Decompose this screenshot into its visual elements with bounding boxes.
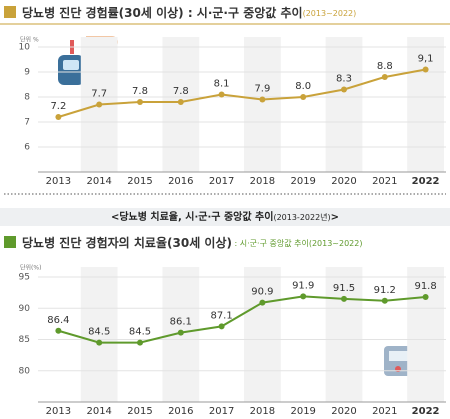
x-tick-label: 2018 <box>250 406 275 417</box>
value-label: 8.0 <box>295 81 311 92</box>
y-tick-label: 9 <box>24 68 30 78</box>
x-tick-label: 2020 <box>331 176 356 187</box>
value-label: 7.8 <box>173 86 189 97</box>
x-tick-label: 2022 <box>412 176 440 187</box>
value-label: 90.9 <box>251 287 273 298</box>
point <box>381 74 388 80</box>
point <box>300 293 307 300</box>
x-tick-label: 2013 <box>46 176 71 187</box>
value-label: 7.8 <box>132 86 148 97</box>
banner: <당뇨병 치료율, 시·군·구 중앙값 추이(2013-2022년)> <box>111 210 339 223</box>
title-marker <box>4 6 16 18</box>
point <box>341 86 347 93</box>
value-label: 86.1 <box>170 317 192 328</box>
point <box>381 297 388 304</box>
value-label: 7.9 <box>254 84 270 95</box>
banner-period: (2013-2022년) <box>273 212 330 222</box>
point <box>300 94 307 100</box>
value-label: 7.7 <box>91 89 107 100</box>
value-label: 91.2 <box>374 285 396 296</box>
point <box>137 99 143 105</box>
value-label: 8.1 <box>214 79 230 90</box>
value-label: 7.2 <box>50 101 66 112</box>
column-band <box>407 37 444 172</box>
column-band <box>407 267 444 402</box>
point <box>55 327 62 334</box>
value-label: 91.9 <box>292 280 314 291</box>
y-tick-label: 90 <box>19 304 31 314</box>
x-tick-label: 2015 <box>127 176 152 187</box>
point <box>259 299 266 306</box>
value-label: 91.8 <box>414 281 436 292</box>
x-tick-label: 2019 <box>290 406 315 417</box>
value-label: 8.3 <box>336 74 352 85</box>
line <box>58 68 426 118</box>
title-main: 당뇨병 진단 경험자의 치료율(30세 이상) <box>22 235 232 250</box>
x-tick-label: 2015 <box>127 406 152 417</box>
column-band <box>325 267 363 402</box>
column-band <box>244 267 281 402</box>
x-tick-label: 2021 <box>372 176 397 187</box>
point <box>96 339 103 346</box>
x-tick-label: 2021 <box>372 406 397 417</box>
point <box>96 101 103 108</box>
y-axis-label: 단위 % <box>20 36 39 44</box>
point <box>55 114 62 120</box>
y-tick-label: 85 <box>19 335 30 345</box>
x-tick-label: 2017 <box>209 406 234 417</box>
point <box>177 99 184 105</box>
x-tick-label: 2016 <box>168 406 193 417</box>
y-tick-label: 80 <box>19 366 31 376</box>
point <box>218 91 225 98</box>
point <box>177 329 184 336</box>
point <box>218 323 225 330</box>
x-tick-label: 2016 <box>168 176 193 187</box>
column-band <box>244 37 281 172</box>
chart-title: 당뇨병 진단 경험률(30세 이상) : 시·군·구 중앙값 추이(2013~2… <box>22 5 356 20</box>
title-main: 당뇨병 진단 경험률(30세 이상) : 시·군·구 중앙값 추이 <box>22 5 303 20</box>
y-tick-label: 6 <box>24 143 30 153</box>
y-tick-label: 8 <box>24 93 30 103</box>
title-marker <box>4 236 16 248</box>
value-label: 8.8 <box>377 61 393 72</box>
x-tick-label: 2014 <box>86 406 111 417</box>
column-band <box>80 267 118 402</box>
banner-bg <box>0 208 450 226</box>
title-period: : 시·군·구 중앙값 추이(2013~2022) <box>232 238 363 248</box>
x-tick-label: 2013 <box>46 406 71 417</box>
value-label: 87.1 <box>210 310 232 321</box>
point <box>137 339 143 346</box>
x-tick-label: 2017 <box>209 176 234 187</box>
x-tick-label: 2014 <box>86 176 111 187</box>
value-label: 9,1 <box>418 54 434 65</box>
value-label: 84.5 <box>88 327 110 338</box>
banner-main: <당뇨병 치료율, 시·군·구 중앙값 추이 <box>111 210 274 223</box>
point <box>259 96 266 103</box>
x-tick-label: 2018 <box>250 176 275 187</box>
point <box>422 294 429 300</box>
point <box>341 295 347 302</box>
banner-end: > <box>331 212 339 223</box>
title-period: (2013~2022) <box>303 9 357 18</box>
y-tick-label: 7 <box>24 118 30 128</box>
line <box>58 295 426 344</box>
y-tick-label: 95 <box>19 273 30 283</box>
value-label: 84.5 <box>129 327 151 338</box>
value-label: 91.5 <box>333 283 355 294</box>
value-label: 86.4 <box>47 315 69 326</box>
point <box>422 66 429 73</box>
y-tick-label: 10 <box>19 43 31 53</box>
chart-title: 당뇨병 진단 경험자의 치료율(30세 이상) : 시·군·구 중앙값 추이(2… <box>22 235 362 250</box>
x-tick-label: 2022 <box>412 406 440 417</box>
y-axis-label: 단위(%) <box>20 264 41 272</box>
x-tick-label: 2020 <box>331 406 356 417</box>
x-tick-label: 2019 <box>290 176 315 187</box>
column-band <box>325 37 363 172</box>
